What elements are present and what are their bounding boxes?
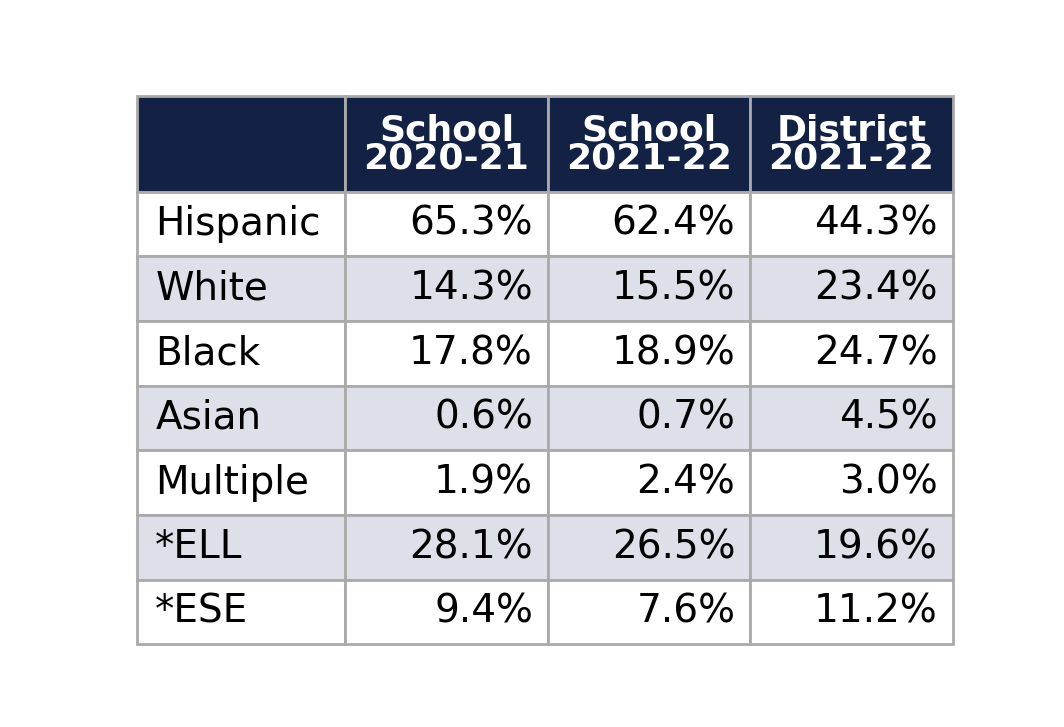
Bar [346, 257, 548, 321]
Bar [750, 321, 952, 385]
Text: 2.4%: 2.4% [636, 464, 735, 502]
Text: 24.7%: 24.7% [814, 334, 937, 372]
Text: 17.8%: 17.8% [410, 334, 533, 372]
Text: *ELL: *ELL [155, 529, 243, 566]
Text: 2021-22: 2021-22 [566, 142, 732, 176]
Bar [750, 257, 952, 321]
Bar [346, 385, 548, 450]
Text: 1.9%: 1.9% [434, 464, 533, 502]
Text: 2021-22: 2021-22 [768, 142, 934, 176]
Bar [750, 579, 952, 644]
Bar [137, 579, 346, 644]
Text: District: District [777, 113, 927, 147]
Bar [750, 96, 952, 192]
Bar [548, 515, 750, 579]
Bar [137, 257, 346, 321]
Bar [137, 192, 346, 257]
Text: White: White [155, 270, 268, 308]
Text: 26.5%: 26.5% [612, 529, 735, 566]
Bar [548, 450, 750, 515]
Text: Multiple: Multiple [155, 464, 310, 502]
Text: 62.4%: 62.4% [612, 205, 735, 243]
Bar [548, 96, 750, 192]
Text: 44.3%: 44.3% [814, 205, 937, 243]
Bar [137, 450, 346, 515]
Bar [346, 192, 548, 257]
Text: 3.0%: 3.0% [839, 464, 937, 502]
Bar [548, 192, 750, 257]
Text: 9.4%: 9.4% [434, 593, 533, 631]
Bar [548, 579, 750, 644]
Text: 4.5%: 4.5% [839, 399, 937, 437]
Text: 7.6%: 7.6% [636, 593, 735, 631]
Bar [137, 515, 346, 579]
Bar [750, 385, 952, 450]
Bar [548, 385, 750, 450]
Bar [548, 257, 750, 321]
Bar [750, 450, 952, 515]
Text: School: School [581, 113, 716, 147]
Text: 2020-21: 2020-21 [364, 142, 530, 176]
Bar [346, 515, 548, 579]
Text: 18.9%: 18.9% [612, 334, 735, 372]
Bar [137, 321, 346, 385]
Text: *ESE: *ESE [155, 593, 249, 631]
Bar [137, 385, 346, 450]
Text: 19.6%: 19.6% [814, 529, 937, 566]
Text: 65.3%: 65.3% [410, 205, 533, 243]
Bar [346, 579, 548, 644]
Text: 0.7%: 0.7% [636, 399, 735, 437]
Text: 28.1%: 28.1% [410, 529, 533, 566]
Text: Asian: Asian [155, 399, 262, 437]
Bar [346, 321, 548, 385]
Text: Black: Black [155, 334, 261, 372]
Text: 15.5%: 15.5% [612, 270, 735, 308]
Text: 0.6%: 0.6% [434, 399, 533, 437]
Text: 14.3%: 14.3% [410, 270, 533, 308]
Bar [346, 450, 548, 515]
Bar [346, 96, 548, 192]
Bar [137, 96, 346, 192]
Bar [548, 321, 750, 385]
Text: Hispanic: Hispanic [155, 205, 320, 243]
Bar [750, 192, 952, 257]
Text: School: School [379, 113, 514, 147]
Bar [750, 515, 952, 579]
Text: 11.2%: 11.2% [814, 593, 937, 631]
Text: 23.4%: 23.4% [814, 270, 937, 308]
